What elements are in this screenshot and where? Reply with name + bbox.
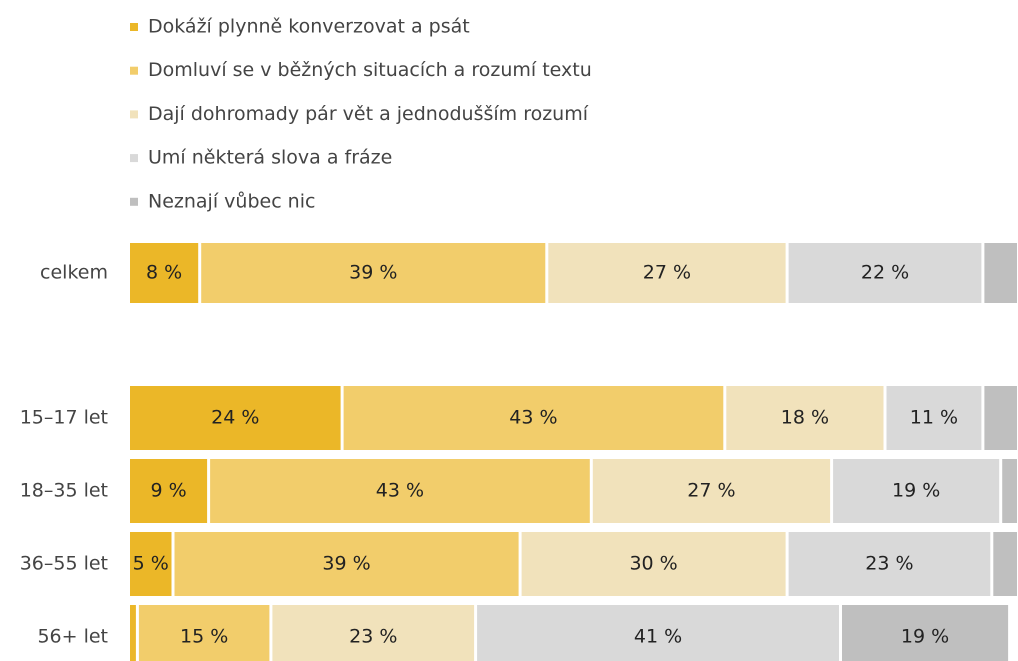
bar-segment [477, 605, 839, 661]
bar-segment [130, 605, 136, 661]
bar-segment [174, 532, 519, 596]
value-label: 9 % [150, 480, 186, 502]
bar-segment [521, 532, 786, 596]
legend-marker [130, 154, 138, 163]
bar-segment [1002, 459, 1017, 523]
bar-segment [343, 386, 724, 450]
bar-segment [272, 605, 475, 661]
category-label: 15–17 let [20, 407, 108, 429]
bar-segment [842, 605, 1009, 661]
category-label: celkem [40, 262, 108, 284]
bar-segment [130, 459, 208, 523]
legend-label: Umí některá slova a fráze [148, 147, 392, 169]
bar-segment [833, 459, 1000, 523]
value-label: 18 % [781, 407, 829, 429]
value-label: 8 % [146, 262, 182, 284]
value-label: 22 % [861, 262, 909, 284]
value-label: 23 % [865, 553, 913, 575]
bar-segment [201, 243, 546, 303]
category-label: 36–55 let [20, 553, 108, 575]
value-label: 43 % [509, 407, 557, 429]
bar-segment [886, 386, 982, 450]
value-label: 27 % [687, 480, 735, 502]
bar-segment [788, 243, 982, 303]
value-label: 15 % [180, 626, 228, 648]
value-label: 23 % [349, 626, 397, 648]
category-label: 18–35 let [20, 480, 108, 502]
bar-segment [130, 532, 172, 596]
legend-marker [130, 23, 138, 31]
legend-label: Dokáží plynně konverzovat a psát [148, 16, 470, 38]
bar-segment [130, 386, 341, 450]
legend-label: Domluví se v běžných situacích a rozumí … [148, 59, 592, 81]
bar-segment [130, 243, 199, 303]
value-label: 39 % [322, 553, 370, 575]
legend-label: Neznají vůbec nic [148, 190, 315, 212]
legend-marker [130, 197, 138, 206]
legend-marker [130, 66, 138, 75]
value-label: 19 % [901, 626, 949, 648]
value-label: 24 % [211, 407, 259, 429]
bar-segment [592, 459, 831, 523]
category-label: 56+ let [37, 626, 108, 648]
value-label: 5 % [133, 553, 169, 575]
legend-label: Dají dohromady pár vět a jednodušším roz… [148, 103, 589, 125]
bar-segment [210, 459, 590, 523]
legend-marker [130, 110, 138, 119]
value-label: 11 % [910, 407, 958, 429]
value-label: 41 % [634, 626, 682, 648]
bar-segment [138, 605, 270, 661]
value-label: 19 % [892, 480, 940, 502]
bar-segment [788, 532, 991, 596]
bar-segment [993, 532, 1017, 596]
value-label: 43 % [376, 480, 424, 502]
value-label: 39 % [349, 262, 397, 284]
bar-segment [726, 386, 884, 450]
value-label: 30 % [629, 553, 677, 575]
bar-segment [548, 243, 786, 303]
bar-segment [984, 243, 1017, 303]
value-label: 27 % [643, 262, 691, 284]
bar-segment [984, 386, 1017, 450]
